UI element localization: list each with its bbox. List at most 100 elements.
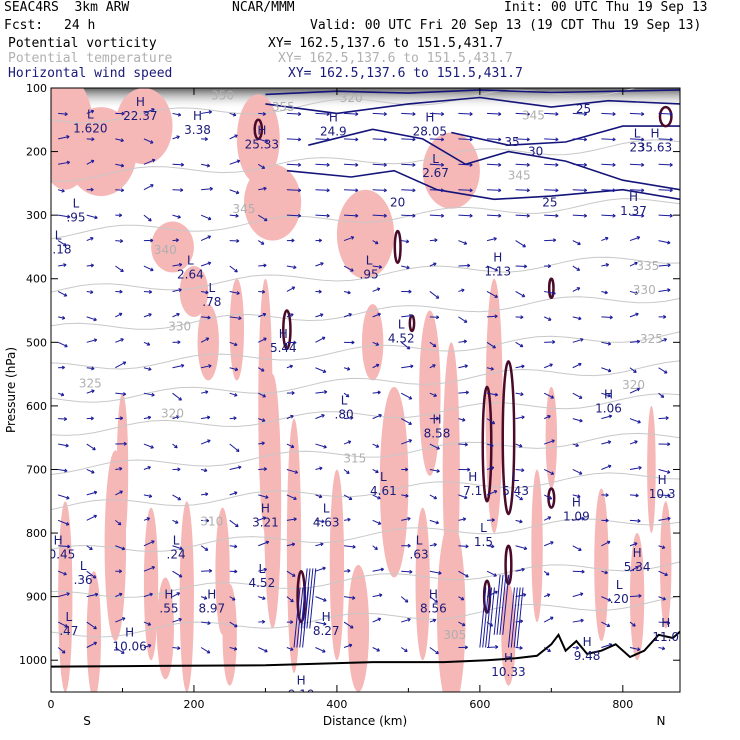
wind-vector — [515, 291, 525, 298]
wind-vector — [286, 543, 295, 547]
theta-contour — [51, 198, 680, 240]
wind-vector — [429, 138, 444, 141]
wind-vector — [429, 596, 438, 603]
wind-vector-head — [261, 441, 265, 446]
wind-vector-head — [346, 470, 350, 474]
wind-vector-head — [290, 598, 294, 603]
wind-vector — [400, 596, 409, 603]
wind-vector — [315, 313, 324, 318]
wind-vector-head — [612, 112, 616, 116]
wind-vector — [200, 262, 211, 267]
wind-vector — [229, 392, 238, 397]
wind-vector-head — [607, 464, 612, 469]
wind-vector — [229, 290, 240, 294]
wind-vector-head — [176, 135, 180, 140]
wind-vector — [315, 112, 330, 115]
wind-vector-head — [63, 293, 68, 297]
wind-vector-head — [149, 592, 153, 597]
wind-vector-head — [347, 290, 351, 295]
wind-vector-head — [232, 112, 237, 117]
wind-vector — [458, 545, 469, 547]
wind-vector-head — [465, 573, 469, 578]
wind-vector — [372, 545, 378, 550]
wind-vector — [143, 621, 151, 626]
wind-vector — [401, 439, 412, 445]
wind-vector — [658, 289, 671, 292]
theta-contour-label: 350 — [211, 89, 234, 103]
wind-vector — [172, 618, 182, 623]
wind-vector-head — [526, 188, 530, 193]
wind-vector-head — [178, 617, 182, 622]
wind-vector-head — [263, 467, 267, 472]
wind-vector — [372, 138, 387, 141]
wind-vector-head — [607, 368, 612, 373]
wind-vector — [258, 290, 265, 293]
extremum-marker: L — [73, 197, 80, 211]
wind-vector — [229, 341, 238, 346]
wind-vector — [486, 570, 497, 577]
wind-vector-head — [636, 236, 641, 240]
wind-vector-head — [355, 137, 359, 142]
wind-vector — [86, 110, 94, 114]
wind-vector-head — [177, 646, 181, 651]
wind-vector — [458, 418, 466, 421]
wind-vector-head — [348, 643, 353, 648]
wind-vector-head — [404, 648, 408, 652]
wind-contour-label: 25 — [576, 102, 591, 116]
wind-vector-head — [262, 111, 266, 116]
wind-vector-head — [433, 542, 437, 547]
wind-vector — [315, 596, 327, 602]
theta-contour-label: 320 — [161, 407, 184, 421]
wind-vector-head — [235, 190, 240, 195]
wind-vector — [658, 392, 665, 398]
wind-vector — [201, 493, 209, 496]
wind-vector — [344, 138, 359, 141]
wind-vector — [172, 364, 185, 369]
wind-vector — [343, 518, 351, 521]
y-tick-label: 300 — [26, 209, 47, 222]
wind-vector — [544, 541, 554, 547]
wind-vector-head — [469, 162, 473, 167]
wind-vector — [172, 112, 181, 116]
wind-vector — [143, 443, 154, 449]
wind-vector-head — [634, 291, 639, 295]
extremum-value: .20 — [610, 592, 629, 606]
wind-vector-head — [151, 540, 155, 544]
extremum-value: 10.33 — [491, 665, 525, 679]
extremum-value: 5.43 — [502, 484, 529, 498]
wind-vector-head — [641, 112, 645, 116]
wind-vector — [86, 390, 95, 394]
wind-vector-head — [118, 592, 123, 597]
extremum-value: .24 — [167, 547, 186, 561]
extremum-value: 5.44 — [270, 341, 297, 355]
wind-vector-head — [318, 238, 322, 243]
wind-vector-head — [176, 415, 180, 419]
x-tick-label: 200 — [183, 698, 204, 711]
wind-vector-head — [547, 516, 552, 520]
wind-vector — [458, 112, 473, 115]
field-pv-name: Potential vorticity — [8, 36, 157, 51]
wind-vector — [658, 621, 670, 624]
wind-vector — [629, 621, 636, 627]
wind-vector-head — [578, 395, 583, 399]
wind-vector — [458, 443, 468, 446]
wind-vector-head — [463, 241, 468, 245]
wind-vector — [115, 617, 126, 623]
wind-vector-head — [290, 444, 295, 449]
wind-vector — [229, 443, 240, 452]
wind-vector-head — [148, 289, 153, 294]
wind-vector — [143, 644, 152, 648]
wind-vector-head — [667, 288, 671, 293]
wind-speed-contour — [265, 96, 680, 115]
wind-vector — [429, 239, 438, 242]
wind-vector-head — [234, 367, 239, 372]
wind-vector — [658, 240, 671, 244]
wind-vector — [58, 418, 67, 420]
wind-vector — [458, 214, 473, 217]
wind-vector-head — [498, 188, 502, 193]
wind-vector-head — [91, 389, 95, 394]
wind-vector-head — [233, 416, 237, 421]
wind-vector — [229, 621, 238, 628]
wind-vector-head — [440, 137, 445, 142]
wind-vector — [515, 568, 525, 572]
